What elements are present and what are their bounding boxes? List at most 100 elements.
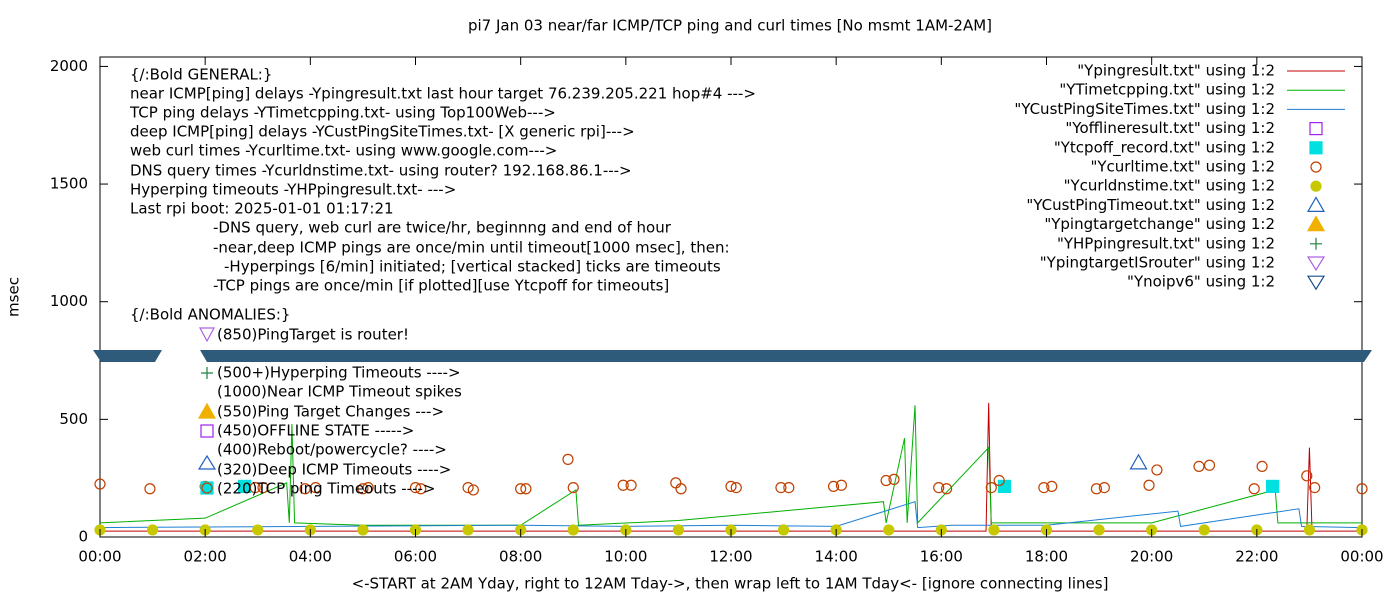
legend-label: "YCustPingTimeout.txt" using 1:2 xyxy=(1026,196,1275,214)
x-tick-label: 08:00 xyxy=(499,548,542,566)
annotation: -Hyperpings [6/min] initiated; [vertical… xyxy=(224,258,721,276)
data-point xyxy=(567,481,579,494)
y-tick-label: 1000 xyxy=(50,292,88,310)
data-point xyxy=(249,481,261,494)
y-tick-label: 2000 xyxy=(50,57,88,75)
data-point xyxy=(94,478,106,490)
annotation: (850)PingTarget is router! xyxy=(217,326,409,344)
series-line xyxy=(99,501,1363,529)
annotation: {/:Bold ANOMALIES:} xyxy=(130,306,290,324)
data-point xyxy=(775,481,787,494)
data-point xyxy=(1129,453,1148,470)
legend-label: "Yofflineresult.txt" using 1:2 xyxy=(1065,119,1275,137)
data-point xyxy=(777,524,790,536)
data-point xyxy=(888,473,900,485)
data-point xyxy=(462,481,474,494)
data-point xyxy=(362,481,374,494)
legend-label: "Ytcpoff_record.txt" using 1:2 xyxy=(1054,138,1275,157)
legend-label: "Ynoipv6" using 1:2 xyxy=(1127,273,1275,291)
data-point xyxy=(1143,479,1155,491)
data-point xyxy=(1256,460,1268,473)
key-symbol xyxy=(201,367,213,379)
legend-label: "Ycurltime.txt" using 1:2 xyxy=(1090,158,1275,176)
anomaly-keys xyxy=(197,327,217,495)
x-tick-label: 00:00 xyxy=(1340,548,1383,566)
legend-label: "YTimetcpping.txt" using 1:2 xyxy=(1059,81,1275,99)
y-axis-label: msec xyxy=(5,277,23,317)
data-point xyxy=(309,481,322,494)
annotation: (550)Ping Target Changes ---> xyxy=(217,403,444,421)
data-point xyxy=(1301,470,1313,482)
annotation: (320)Deep ICMP Timeouts ----> xyxy=(217,461,451,479)
data-point xyxy=(146,524,159,536)
data-point xyxy=(1098,481,1110,494)
annotation: Last rpi boot: 2025-01-01 01:17:21 xyxy=(130,200,394,218)
legend-label: "Ycurldnstime.txt" using 1:2 xyxy=(1064,177,1275,195)
x-axis-label: <-START at 2AM Yday, right to 12AM Tday-… xyxy=(352,575,1109,593)
overlay xyxy=(93,350,1372,362)
x-tick-label: 10:00 xyxy=(604,548,647,566)
x-tick-label: 22:00 xyxy=(1235,548,1278,566)
data-point xyxy=(357,483,369,495)
data-point xyxy=(827,480,840,493)
data-point xyxy=(1248,483,1260,495)
data-point xyxy=(357,524,369,536)
data-point xyxy=(562,453,574,465)
data-point xyxy=(144,483,156,495)
data-point xyxy=(1198,524,1210,536)
data-point xyxy=(783,481,795,494)
legend-swatch xyxy=(1309,121,1323,136)
x-tick-label: 14:00 xyxy=(815,548,858,566)
y-tick-label: 1500 xyxy=(50,175,88,193)
data-point xyxy=(467,484,479,496)
data-point xyxy=(933,481,945,494)
data-point xyxy=(1151,464,1163,476)
data-point xyxy=(515,483,527,495)
key-symbol xyxy=(198,327,216,343)
key-symbol xyxy=(201,482,213,494)
data-point xyxy=(1266,479,1280,494)
x-tick-label: 12:00 xyxy=(709,548,752,566)
x-tick-label: 06:00 xyxy=(394,548,437,566)
annotation: Hyperping timeouts -YHPpingresult.txt- -… xyxy=(130,181,456,199)
data-point xyxy=(985,481,997,494)
series-line xyxy=(99,405,1362,526)
legend-swatch xyxy=(1306,215,1326,232)
annotation: DNS query times -Ycurldnstime.txt- using… xyxy=(130,162,632,180)
key-symbol xyxy=(200,424,214,438)
data-point xyxy=(1193,460,1205,473)
data-point xyxy=(625,479,637,491)
x-tick-label: 16:00 xyxy=(920,548,963,566)
data-point xyxy=(415,483,427,495)
annotation: (450)OFFLINE STATE -----> xyxy=(217,422,414,440)
annotation: TCP ping delays -YTimetcpping.txt- using… xyxy=(129,104,556,122)
data-point xyxy=(1309,481,1321,494)
data-point xyxy=(730,481,742,494)
legend-label: "YCustPingSiteTimes.txt" using 1:2 xyxy=(1014,100,1275,118)
annotation: -TCP pings are once/min [if plotted][use… xyxy=(213,277,669,295)
legend-label: "YHPpingresult.txt" using 1:2 xyxy=(1057,234,1275,252)
x-tick-label: 20:00 xyxy=(1130,548,1173,566)
annotation: (400)Reboot/powercycle? ----> xyxy=(217,441,447,459)
data-point xyxy=(993,474,1005,487)
key-symbol xyxy=(200,481,214,495)
data-point xyxy=(883,524,895,536)
y-tick-label: 500 xyxy=(59,410,88,428)
data-point xyxy=(252,524,264,536)
data-point xyxy=(725,480,737,493)
y-tick-label: 0 xyxy=(78,528,88,546)
annotation: near ICMP[ping] delays -Ypingresult.txt … xyxy=(130,85,756,103)
legend-swatch xyxy=(1310,180,1322,192)
annotation: -near,deep ICMP pings are once/min until… xyxy=(213,239,730,257)
x-tick-label: 04:00 xyxy=(289,548,332,566)
legend-swatch xyxy=(1306,256,1326,272)
data-point xyxy=(835,479,848,491)
legend-swatch xyxy=(1309,141,1323,155)
data-point xyxy=(1303,524,1316,536)
data-point xyxy=(299,483,311,495)
data-point xyxy=(617,479,629,491)
data-point xyxy=(1203,459,1216,471)
data-point xyxy=(940,483,953,495)
